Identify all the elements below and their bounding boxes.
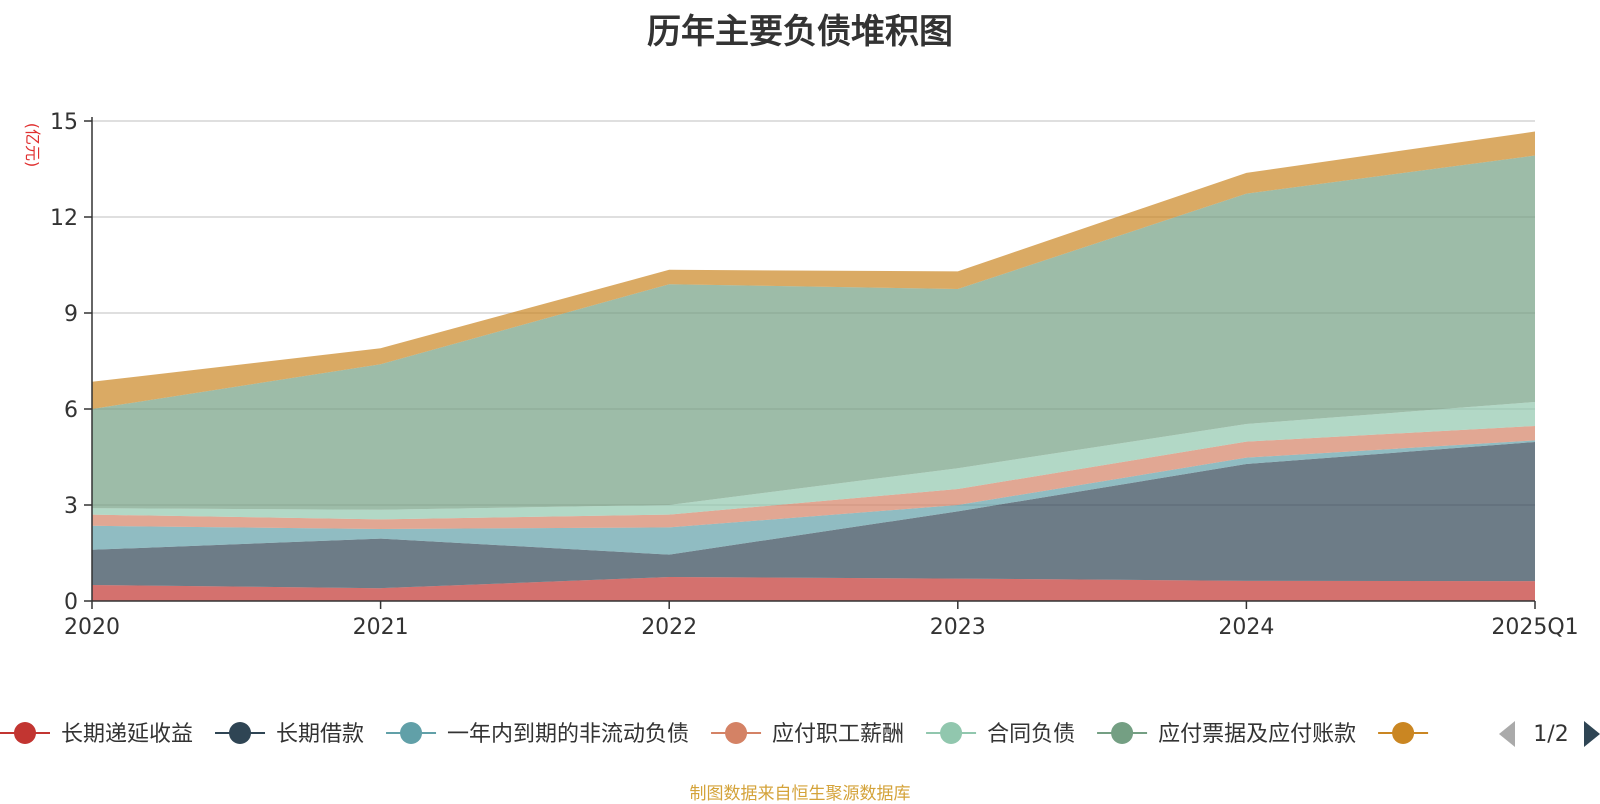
x-tick-label: 2024 — [1218, 615, 1274, 640]
legend-marker — [400, 722, 423, 744]
legend-marker — [229, 722, 252, 744]
legend-prev-page-icon[interactable] — [1499, 721, 1515, 747]
axis-layer: 0 3 6 9 12 15 2020 2021 2022 2023 2024 2025Q1 (亿元) — [23, 110, 1579, 640]
legend-label: 合同负债 — [987, 722, 1075, 747]
legend-page-indicator: 1/2 — [1533, 722, 1568, 747]
legend[interactable]: 长期递延收益 长期借款 一年内到期的非流动负债 应付职工薪酬 合同负债 应付票据及应付账款… — [0, 721, 1600, 747]
legend-item-0[interactable]: 长期递延收益 — [0, 722, 193, 747]
legend-label: 应付票据及应付账款 — [1158, 722, 1356, 747]
legend-next-page-icon[interactable] — [1584, 721, 1600, 747]
area-series-4 — [92, 401, 1535, 520]
area-layer — [92, 131, 1535, 601]
y-tick-label: 9 — [64, 302, 78, 327]
legend-item-3[interactable]: 应付职工薪酬 — [711, 722, 904, 747]
y-axis-unit-label: (亿元) — [23, 123, 42, 168]
legend-item-2[interactable]: 一年内到期的非流动负债 — [386, 722, 689, 747]
legend-item-6[interactable] — [1378, 722, 1429, 744]
area-series-3 — [92, 425, 1535, 529]
y-tick-label: 0 — [64, 590, 78, 615]
y-tick-label: 12 — [50, 206, 78, 231]
area-series-2 — [92, 440, 1535, 555]
x-tick-label: 2023 — [930, 615, 986, 640]
legend-marker — [1392, 722, 1415, 744]
legend-marker — [14, 722, 36, 744]
area-series-1 — [92, 441, 1535, 589]
y-tick-label: 15 — [50, 110, 78, 135]
area-series-6 — [92, 131, 1535, 409]
y-tick-label: 3 — [64, 494, 78, 519]
legend-item-1[interactable]: 长期借款 — [215, 722, 364, 747]
legend-label: 一年内到期的非流动负债 — [447, 722, 689, 747]
legend-marker — [725, 722, 748, 744]
area-series-0 — [92, 577, 1535, 601]
x-tick-label: 2021 — [353, 615, 409, 640]
y-tick-label: 6 — [64, 398, 78, 423]
legend-item-5[interactable]: 应付票据及应付账款 — [1097, 722, 1356, 747]
x-tick-label: 2025Q1 — [1491, 615, 1578, 640]
legend-label: 长期递延收益 — [61, 722, 193, 747]
legend-marker — [940, 722, 963, 744]
x-tick-label: 2020 — [64, 615, 120, 640]
area-series-5 — [92, 155, 1535, 510]
legend-label: 长期借款 — [276, 722, 364, 747]
legend-marker — [1111, 722, 1134, 744]
legend-item-4[interactable]: 合同负债 — [926, 722, 1075, 747]
data-source-note: 制图数据来自恒生聚源数据库 — [689, 784, 911, 804]
chart-title: 历年主要负债堆积图 — [647, 12, 953, 52]
x-tick-label: 2022 — [641, 615, 697, 640]
legend-label: 应付职工薪酬 — [772, 722, 904, 747]
